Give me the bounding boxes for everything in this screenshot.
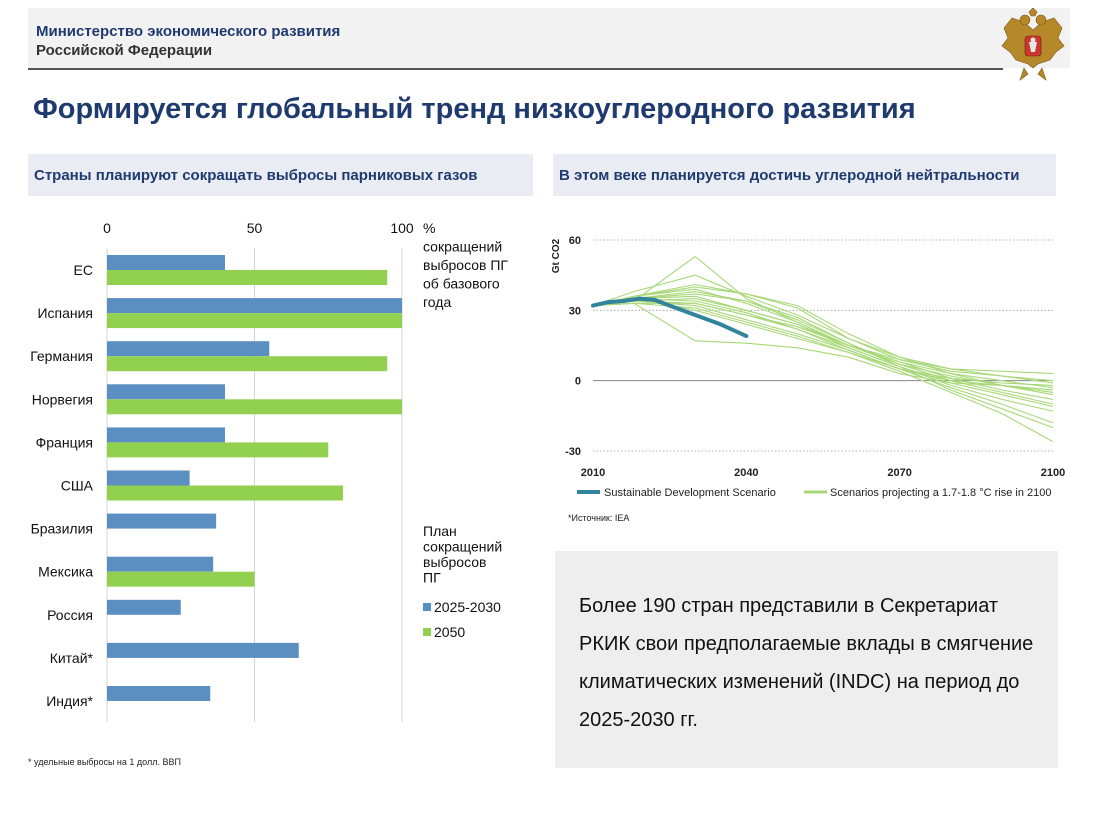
- coat-of-arms-icon: [1001, 8, 1065, 81]
- y-axis-label: Gt CO2: [551, 238, 562, 273]
- bar-2050: [107, 485, 343, 501]
- category-label: Франция: [36, 434, 93, 450]
- bar-2050: [107, 356, 388, 372]
- bar-2025-2030: [107, 513, 217, 529]
- x-axis-label: об базового: [423, 276, 500, 292]
- legend-title: План: [423, 523, 457, 539]
- legend-title: ПГ: [423, 570, 441, 586]
- category-label: ЕС: [74, 262, 93, 278]
- page-title: Формируется глобальный тренд низкоуглеро…: [33, 93, 916, 125]
- left-panel-heading: Страны планируют сокращать выбросы парни…: [28, 154, 533, 196]
- bar-2025-2030: [107, 556, 214, 572]
- ministry-name-line2: Российской Федерации: [36, 42, 213, 59]
- x-tick-label: 2040: [734, 467, 758, 479]
- legend-title: сокращений: [423, 539, 502, 555]
- footnote: * удельные выбросы на 1 долл. ВВП: [28, 757, 181, 767]
- legend-entry: 2050: [434, 624, 465, 640]
- bar-2025-2030: [107, 384, 225, 400]
- category-label: США: [61, 478, 94, 494]
- scenario-line: [592, 283, 1054, 375]
- category-label: Испания: [37, 305, 93, 321]
- bar-2025-2030: [107, 470, 190, 486]
- y-tick-label: -30: [565, 446, 581, 458]
- x-tick-label: 2070: [887, 467, 911, 479]
- scenario-line: [592, 302, 1054, 391]
- indc-info-text: Более 190 стран представили в Секретариа…: [579, 595, 1034, 731]
- bar-2050: [107, 571, 255, 587]
- header-bar: [28, 8, 1070, 68]
- y-tick-label: 30: [569, 305, 581, 317]
- scenario-line: [592, 291, 1054, 405]
- y-tick-label: 0: [575, 376, 581, 388]
- bar-2025-2030: [107, 298, 402, 314]
- sds-line: [591, 296, 749, 339]
- ministry-name-line1: Министерство экономического развития: [36, 23, 341, 40]
- bar-2050: [107, 442, 329, 458]
- scenario-line: [592, 298, 1054, 412]
- legend-swatch: [423, 628, 431, 636]
- legend-swatch: [423, 603, 431, 611]
- legend-entry: Scenarios projecting a 1.7-1.8 °C rise i…: [830, 487, 1051, 499]
- scenario-line: [592, 286, 1054, 396]
- bar-2025-2030: [107, 427, 225, 443]
- x-axis-label: года: [423, 294, 451, 310]
- category-label: Норвегия: [32, 391, 93, 407]
- scenario-line: [592, 293, 1054, 429]
- category-label: Германия: [30, 348, 93, 364]
- scenario-line: [592, 298, 1054, 408]
- bar-2025-2030: [107, 341, 270, 357]
- ministry-name: Министерство экономического развития Рос…: [36, 22, 340, 60]
- x-axis-label: %: [423, 220, 435, 236]
- header-divider: [28, 68, 1003, 70]
- scenario-line: [592, 302, 1054, 424]
- scenario-line: [592, 255, 1054, 389]
- bar-2025-2030: [107, 255, 225, 270]
- indc-info-box: Более 190 стран представили в Секретариа…: [555, 551, 1058, 768]
- x-tick-label: 0: [103, 220, 111, 236]
- bar-2050: [107, 270, 388, 285]
- scenario-line: [592, 295, 1054, 382]
- source-note: *Источник: IEA: [568, 513, 630, 523]
- legend-entry: Sustainable Development Scenario: [604, 487, 776, 499]
- x-tick-label: 50: [247, 220, 263, 236]
- bar-2025-2030: [107, 599, 181, 615]
- x-tick-label: 2010: [581, 467, 605, 479]
- right-panel-heading: В этом веке планируется достичь углеродн…: [553, 154, 1056, 196]
- bar-2025-2030: [107, 642, 299, 658]
- legend-entry: 2025-2030: [434, 599, 501, 615]
- legend-title: выбросов: [423, 554, 486, 570]
- x-tick-label: 2100: [1041, 467, 1065, 479]
- category-label: Россия: [47, 607, 93, 623]
- x-axis-label: выбросов ПГ: [423, 257, 508, 273]
- x-tick-label: 100: [390, 220, 414, 236]
- category-label: Мексика: [38, 564, 93, 580]
- bar-2025-2030: [107, 686, 211, 701]
- bar-2050: [107, 399, 402, 415]
- x-axis-label: сокращений: [423, 239, 502, 255]
- y-tick-label: 60: [569, 235, 581, 247]
- category-label: Индия*: [46, 693, 93, 709]
- bar-2050: [107, 313, 402, 329]
- category-label: Бразилия: [31, 521, 93, 537]
- scenario-line: [592, 274, 1054, 384]
- category-label: Китай*: [50, 650, 94, 666]
